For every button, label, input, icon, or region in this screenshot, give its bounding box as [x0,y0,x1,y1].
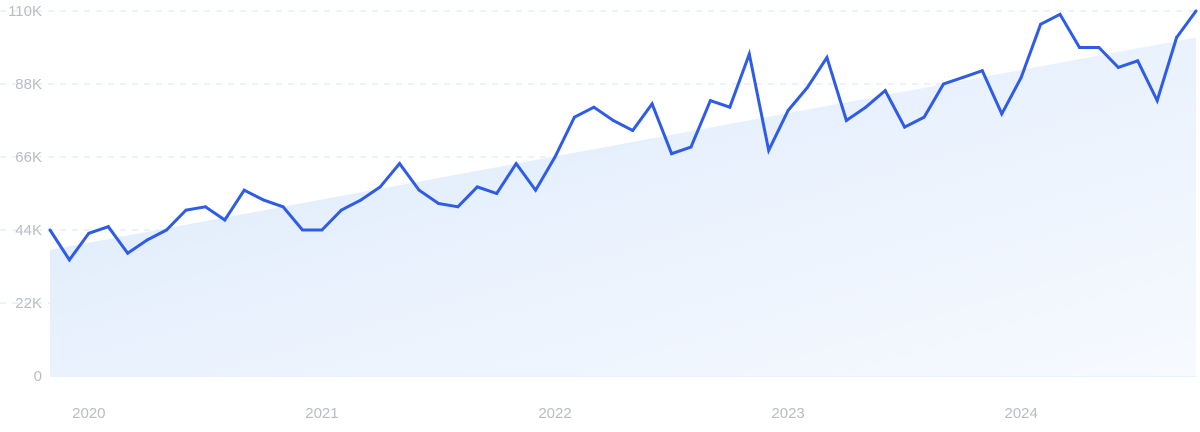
data-point[interactable] [864,105,868,109]
data-point[interactable] [1155,99,1159,103]
y-tick-label: 22K [15,295,42,312]
data-point[interactable] [825,55,829,59]
data-point[interactable] [339,208,343,212]
data-point[interactable] [48,228,52,232]
data-point[interactable] [631,128,635,132]
data-point[interactable] [106,225,110,229]
x-tick-label: 2020 [72,405,105,422]
data-point[interactable] [980,69,984,73]
data-point[interactable] [961,75,965,79]
data-point[interactable] [670,152,674,156]
data-point[interactable] [223,218,227,222]
data-point[interactable] [1116,65,1120,69]
y-tick-label: 0 [34,368,42,385]
data-point[interactable] [378,185,382,189]
data-point[interactable] [359,198,363,202]
data-point[interactable] [1136,59,1140,63]
data-point[interactable] [708,99,712,103]
data-point[interactable] [1039,22,1043,26]
data-point[interactable] [514,162,518,166]
data-point[interactable] [650,102,654,106]
data-point[interactable] [145,238,149,242]
data-point[interactable] [1000,112,1004,116]
data-point[interactable] [941,82,945,86]
data-point[interactable] [883,89,887,93]
data-point[interactable] [436,201,440,205]
y-tick-label: 44K [15,222,42,239]
series-line [48,9,1198,263]
y-tick-label: 66K [15,149,42,166]
data-point[interactable] [611,119,615,122]
data-point[interactable] [67,258,71,262]
data-point[interactable] [747,52,751,56]
data-point[interactable] [203,205,207,209]
data-point[interactable] [592,105,596,109]
data-point[interactable] [126,251,130,255]
data-point[interactable] [1019,75,1023,79]
series-polyline [48,10,1198,263]
data-point[interactable] [184,208,188,212]
x-tick-label: 2022 [538,405,571,422]
data-point[interactable] [398,162,402,166]
trend-area [50,37,1196,376]
x-tick-label: 2021 [305,405,338,422]
y-axis: 0 22K 44K 66K 88K 110K [8,3,42,385]
data-point[interactable] [903,125,907,129]
data-point[interactable] [242,188,246,192]
data-point[interactable] [728,105,732,109]
data-point[interactable] [87,231,91,235]
x-tick-label: 2023 [771,405,804,422]
y-tick-label: 88K [15,76,42,93]
data-point[interactable] [1058,12,1062,16]
data-point[interactable] [417,188,421,192]
data-point[interactable] [301,228,305,232]
trend-fill [50,37,1196,376]
data-point[interactable] [1194,9,1198,13]
data-point[interactable] [806,85,810,89]
data-point[interactable] [689,145,693,149]
data-point[interactable] [572,115,576,119]
data-point[interactable] [262,198,266,202]
data-point[interactable] [844,119,848,122]
data-point[interactable] [767,148,771,152]
data-point[interactable] [1077,46,1081,49]
data-point[interactable] [922,115,926,119]
data-point[interactable] [1175,36,1179,40]
data-point[interactable] [786,109,790,113]
x-axis: 2020 2021 2022 2023 2024 [72,405,1038,422]
data-point[interactable] [475,185,479,189]
data-point[interactable] [553,155,557,159]
x-tick-label: 2024 [1004,405,1037,422]
data-point[interactable] [1097,46,1101,49]
data-point[interactable] [456,205,460,209]
data-point[interactable] [281,205,285,209]
data-point[interactable] [534,188,538,192]
data-point[interactable] [495,192,499,195]
data-point[interactable] [320,228,324,232]
data-point[interactable] [165,228,169,232]
y-tick-label: 110K [8,3,42,20]
